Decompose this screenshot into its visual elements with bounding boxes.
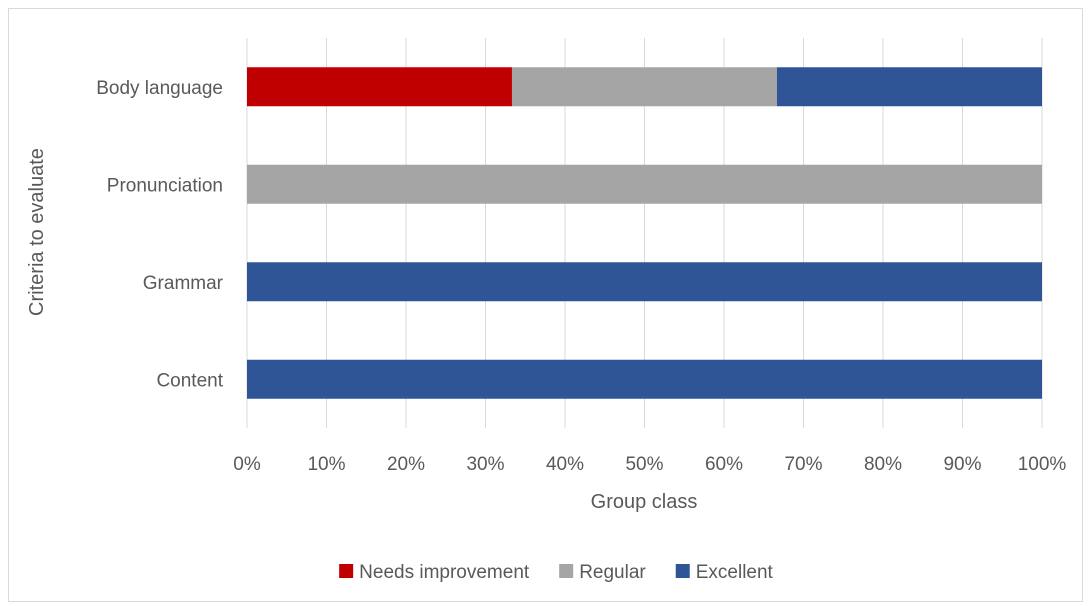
y-tick-label: Pronunciation — [107, 175, 223, 196]
x-tick-label: 60% — [705, 454, 743, 475]
legend-swatch — [339, 564, 354, 578]
y-tick-label: Content — [156, 370, 223, 391]
legend-swatch — [559, 564, 574, 578]
x-tick-label: 10% — [307, 454, 345, 475]
x-tick-label: 40% — [546, 454, 584, 475]
chart-frame — [8, 8, 1083, 602]
x-tick-label: 70% — [784, 454, 822, 475]
bar-segment — [247, 164, 1042, 204]
y-tick-label: Grammar — [143, 273, 224, 294]
x-tick-label: 80% — [864, 454, 902, 475]
y-axis-title: Criteria to evaluate — [26, 148, 48, 316]
legend-label: Regular — [579, 562, 646, 583]
x-tick-label: 20% — [387, 454, 425, 475]
legend-label: Excellent — [696, 562, 774, 583]
legend: Needs improvement Regular Excellent — [339, 562, 774, 583]
bar-segment — [247, 359, 1042, 399]
y-tick-labels: Content Grammar Pronunciation Body language — [96, 78, 224, 392]
x-tick-label: 30% — [466, 454, 504, 475]
legend-swatch — [675, 564, 690, 578]
bar-segment — [511, 67, 777, 107]
x-axis-title: Group class — [591, 491, 698, 513]
x-tick-label: 0% — [233, 454, 261, 475]
x-tick-label: 100% — [1018, 454, 1067, 475]
bar-segment — [247, 67, 512, 107]
y-tick-label: Body language — [96, 78, 223, 99]
bars — [247, 67, 1042, 399]
legend-label: Needs improvement — [359, 562, 530, 583]
x-tick-labels: 0% 10% 20% 30% 40% 50% 60% 70% 80% 90% 100% — [233, 454, 1066, 475]
x-tick-label: 50% — [625, 454, 663, 475]
x-tick-label: 90% — [943, 454, 981, 475]
bar-segment — [247, 262, 1042, 302]
bar-segment — [776, 67, 1042, 107]
